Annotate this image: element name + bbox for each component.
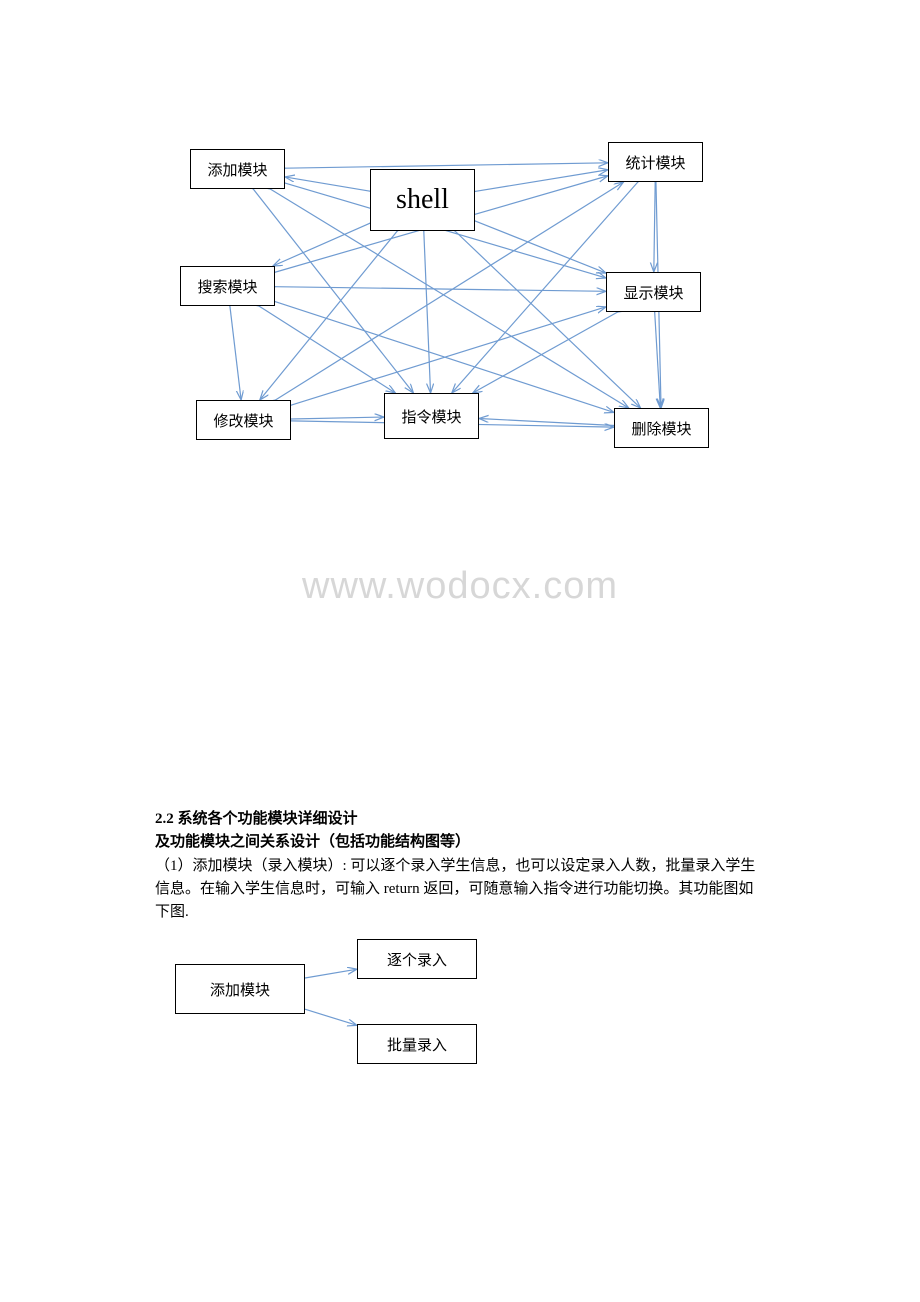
section-paragraph: （1）添加模块（录入模块）: 可以逐个录入学生信息，也可以设定录入人数，批量录入… xyxy=(155,855,765,925)
node-label-root: 添加模块 xyxy=(210,979,270,1000)
edge xyxy=(305,1009,357,1025)
node-root: 添加模块 xyxy=(175,964,305,1014)
node-label-stats: 统计模块 xyxy=(625,152,685,173)
node-label-command: 指令模块 xyxy=(401,406,461,427)
edge xyxy=(285,177,370,191)
edge xyxy=(475,221,606,273)
node-display: 显示模块 xyxy=(606,272,701,312)
node-label-delete: 删除模块 xyxy=(631,418,691,439)
node-single: 逐个录入 xyxy=(357,939,477,979)
edge xyxy=(275,287,606,292)
node-shell: shell xyxy=(370,169,475,231)
node-label-search: 搜索模块 xyxy=(197,276,257,297)
node-label-single: 逐个录入 xyxy=(387,949,447,970)
node-add: 添加模块 xyxy=(190,149,285,189)
node-modify: 修改模块 xyxy=(196,400,291,440)
node-search: 搜索模块 xyxy=(180,266,275,306)
section-text: 2.2 系统各个功能模块详细设计 及功能模块之间关系设计（包括功能结构图等） （… xyxy=(155,808,765,924)
node-label-shell: shell xyxy=(396,184,449,216)
edge xyxy=(230,306,241,400)
edge xyxy=(654,182,655,272)
node-label-batch: 批量录入 xyxy=(387,1034,447,1055)
add-module-tree-diagram: 添加模块 逐个录入批量录入 xyxy=(0,934,920,1104)
edge xyxy=(291,417,384,419)
node-delete: 删除模块 xyxy=(614,408,709,448)
edge xyxy=(273,223,370,266)
node-batch: 批量录入 xyxy=(357,1024,477,1064)
node-command: 指令模块 xyxy=(384,393,479,439)
module-network-diagram: shell 添加模块搜索模块修改模块 指令模块 统计模块显示模块删除模块 xyxy=(0,0,920,440)
edge xyxy=(305,969,357,978)
edge xyxy=(424,231,431,393)
watermark-text: www.wodocx.com xyxy=(0,565,920,608)
section-heading: 2.2 系统各个功能模块详细设计 xyxy=(155,808,765,831)
edge xyxy=(473,312,618,393)
node-label-modify: 修改模块 xyxy=(213,410,273,431)
edge xyxy=(285,163,608,168)
node-label-display: 显示模块 xyxy=(623,282,683,303)
section-subheading: 及功能模块之间关系设计（包括功能结构图等） xyxy=(155,831,765,854)
node-label-add: 添加模块 xyxy=(207,159,267,180)
edge xyxy=(475,170,608,192)
node-stats: 统计模块 xyxy=(608,142,703,182)
